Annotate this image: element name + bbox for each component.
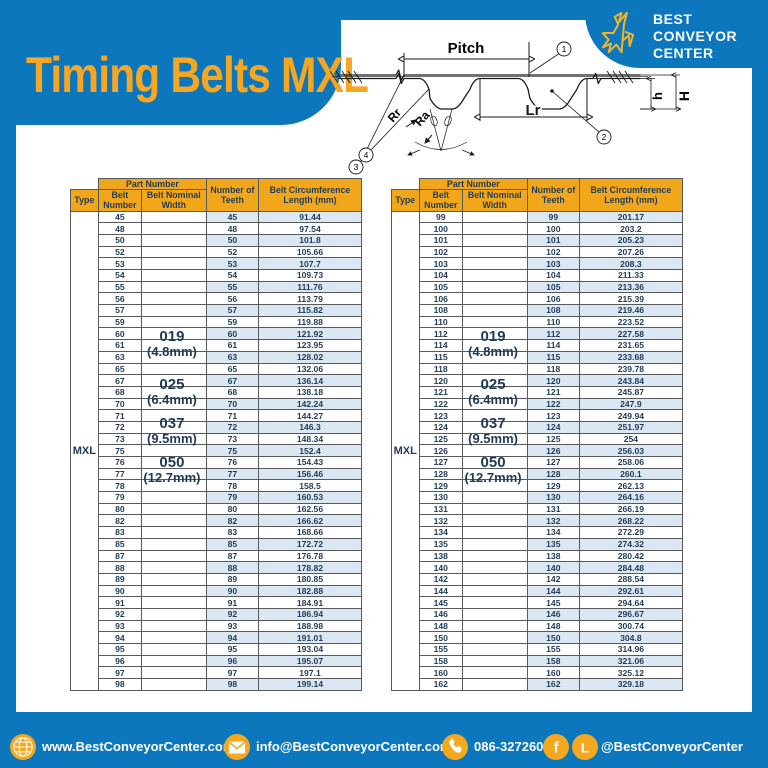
- svg-text:Rr: Rr: [385, 105, 405, 125]
- svg-text:Pitch: Pitch: [448, 40, 485, 57]
- svg-text:4: 4: [364, 150, 369, 160]
- svg-text:h: h: [650, 92, 665, 100]
- svg-text:L: L: [581, 739, 590, 755]
- svg-text:1: 1: [562, 44, 567, 54]
- svg-text:H: H: [676, 91, 692, 101]
- svg-text:Ra: Ra: [412, 108, 433, 129]
- svg-text:Lr: Lr: [526, 102, 541, 119]
- svg-text:3: 3: [354, 162, 359, 172]
- svg-text:2: 2: [602, 132, 607, 142]
